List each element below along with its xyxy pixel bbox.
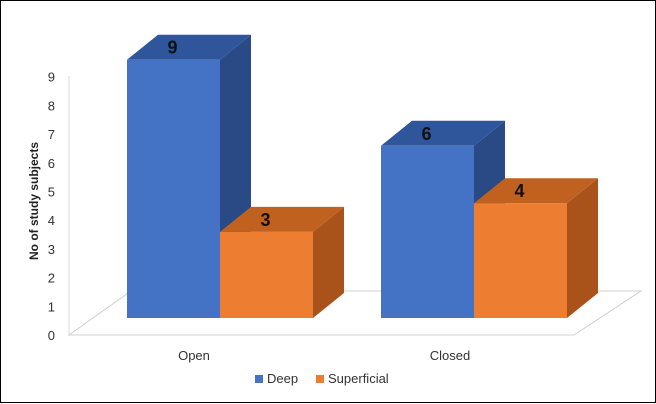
bar-front (474, 203, 567, 318)
bar-top (474, 178, 598, 204)
y-tick-label: 8 (48, 98, 55, 113)
legend-swatch (316, 375, 324, 383)
data-label: 4 (514, 181, 524, 201)
y-tick-label: 1 (48, 299, 55, 314)
x-tick-label: Closed (430, 348, 470, 363)
x-tick-label: Open (178, 348, 210, 363)
legend: Deep Superficial (255, 371, 389, 386)
data-label: 6 (421, 124, 431, 144)
y-axis-label: No of study subjects (27, 142, 41, 260)
bar-front (127, 59, 220, 318)
y-tick-label: 3 (48, 242, 55, 257)
y-tick-label: 0 (48, 328, 55, 343)
bar-front (220, 231, 313, 318)
legend-swatch (255, 375, 263, 383)
bar-top (381, 120, 505, 146)
y-tick-label: 9 (48, 70, 55, 85)
y-tick-label: 5 (48, 185, 55, 200)
legend-item-deep: Deep (255, 371, 298, 386)
bar-superficial-open (220, 206, 344, 318)
legend-label: Superficial (328, 371, 389, 386)
y-tick-label: 4 (48, 213, 55, 228)
y-tick-label: 7 (48, 127, 55, 142)
data-label: 9 (167, 38, 177, 58)
bar-top (127, 34, 251, 60)
bar-side (313, 206, 344, 318)
chart-floor (67, 290, 643, 336)
y-tick-label: 2 (48, 271, 55, 286)
bar-front (381, 145, 474, 318)
bar-superficial-closed (474, 178, 598, 318)
legend-label: Deep (267, 371, 298, 386)
bar-side (567, 178, 598, 318)
data-label: 3 (260, 210, 270, 230)
bar-top (220, 206, 344, 232)
y-tick-label: 6 (48, 156, 55, 171)
legend-item-superficial: Superficial (316, 371, 389, 386)
